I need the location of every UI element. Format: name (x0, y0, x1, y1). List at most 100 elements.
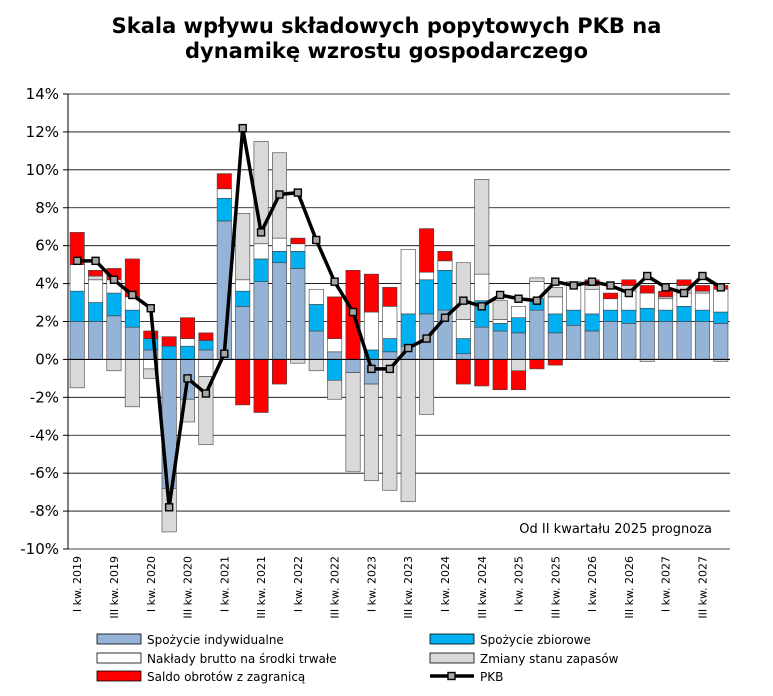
x-tick-label: I kw. 2026 (586, 556, 599, 612)
bar-segment (437, 270, 453, 311)
bar-segment (455, 338, 471, 355)
bar-segment (345, 372, 361, 472)
bar-segment (161, 336, 177, 347)
bar-segment (547, 313, 563, 334)
y-tick-label: 6% (35, 237, 59, 255)
bar-segment (639, 307, 655, 322)
bar-segment (492, 359, 508, 391)
bar-segment (694, 321, 710, 360)
bar-segment (639, 321, 655, 360)
bar-segment (69, 321, 85, 360)
legend-label: Nakłady brutto na środki trwałe (147, 652, 337, 666)
bar-segment (216, 173, 232, 190)
bar-segment (198, 349, 214, 360)
bar-segment (511, 332, 526, 360)
y-tick-label: 0% (35, 350, 59, 368)
bar-segment (69, 359, 85, 389)
x-tick-label: I kw. 2019 (71, 556, 84, 612)
bar-segment (621, 279, 637, 286)
gdp-point (679, 288, 689, 298)
bar-segment (603, 321, 618, 360)
gdp-point (514, 294, 523, 303)
axes: -10% -8% -6% -4% -2% 0% 2% 4% 6% 8% 10% 12% 14% I kw.… (20, 85, 730, 619)
bar-segment (382, 287, 398, 307)
bar-segment (290, 237, 306, 245)
bar-segment (474, 179, 490, 275)
bar-segment (106, 315, 122, 360)
gdp-point (348, 307, 358, 317)
bar-segment (694, 309, 710, 322)
gdp-point (91, 256, 100, 266)
bar-segment (308, 330, 324, 360)
bar-segment (419, 359, 435, 415)
bar-segment (363, 311, 379, 351)
bar-segment (235, 306, 251, 360)
bar-segment (529, 277, 545, 282)
bar-segment (511, 359, 526, 372)
x-tick-label: III kw. 2026 (623, 556, 636, 619)
legend-marker-swatch (447, 671, 456, 681)
bar-segment (529, 359, 545, 370)
bar-segment (676, 321, 692, 360)
gdp-point (440, 313, 450, 322)
bar-segment (382, 338, 398, 353)
y-tick-label: 8% (35, 199, 59, 217)
legend-swatch (96, 633, 142, 645)
bar-segment (308, 304, 324, 332)
bar-segment (713, 323, 729, 360)
bar-segment (474, 359, 490, 387)
bar-segment (216, 197, 232, 222)
bar-segment (363, 383, 379, 482)
bar-segment (658, 290, 674, 298)
bar-segment (400, 249, 416, 315)
x-tick-label: III kw. 2024 (476, 556, 489, 619)
bar-segment (639, 292, 655, 309)
gdp-point (459, 296, 468, 305)
bar-segment (694, 292, 710, 311)
gdp-point (220, 349, 229, 358)
legend-swatch (429, 652, 475, 664)
y-tick-label: -6% (30, 464, 59, 482)
bar-segment (327, 338, 343, 353)
bar-segment (308, 288, 324, 305)
x-tick-label: I kw. 2022 (292, 556, 305, 612)
gdp-point (146, 304, 155, 313)
gdp-point (532, 296, 542, 305)
bar-segment (658, 321, 674, 360)
gdp-point (293, 188, 303, 197)
bar-segment (455, 319, 471, 339)
bar-segment (492, 300, 508, 320)
bar-segment (474, 326, 490, 360)
gdp-point (477, 302, 486, 311)
bar-segment (639, 285, 655, 294)
bar-segment (106, 292, 122, 317)
bar-segment (88, 275, 104, 281)
bar-segment (455, 262, 471, 320)
y-tick-label: -4% (30, 426, 59, 444)
bar-segment (437, 260, 453, 271)
bar-segment (621, 323, 637, 360)
bar-segment (124, 359, 140, 408)
bar-segment (272, 359, 287, 385)
bar-segment (566, 324, 582, 360)
bar-segment (235, 213, 251, 281)
y-tick-label: -8% (30, 502, 59, 520)
legend-swatch (96, 670, 142, 682)
x-tick-label: I kw. 2020 (145, 556, 158, 612)
y-tick-label: 14% (26, 85, 59, 103)
bar-segment (345, 359, 361, 373)
bar-segment (474, 273, 490, 301)
bar-segment (253, 281, 269, 360)
x-tick-label: I kw. 2027 (660, 556, 673, 612)
bar-segment (180, 338, 195, 347)
chart-title-line-2: dynamikę wzrostu gospodarczego (185, 39, 588, 63)
bar-segment (253, 243, 269, 260)
gdp-point (587, 277, 597, 286)
bar-segment (327, 351, 343, 360)
bar-segment (382, 306, 398, 339)
bar-segment (88, 279, 104, 303)
bar-segment (180, 317, 195, 339)
bar-segment (88, 321, 104, 360)
bar-segment (419, 228, 435, 273)
forecast-annotation: Od II kwartału 2025 prognoza (519, 522, 712, 537)
